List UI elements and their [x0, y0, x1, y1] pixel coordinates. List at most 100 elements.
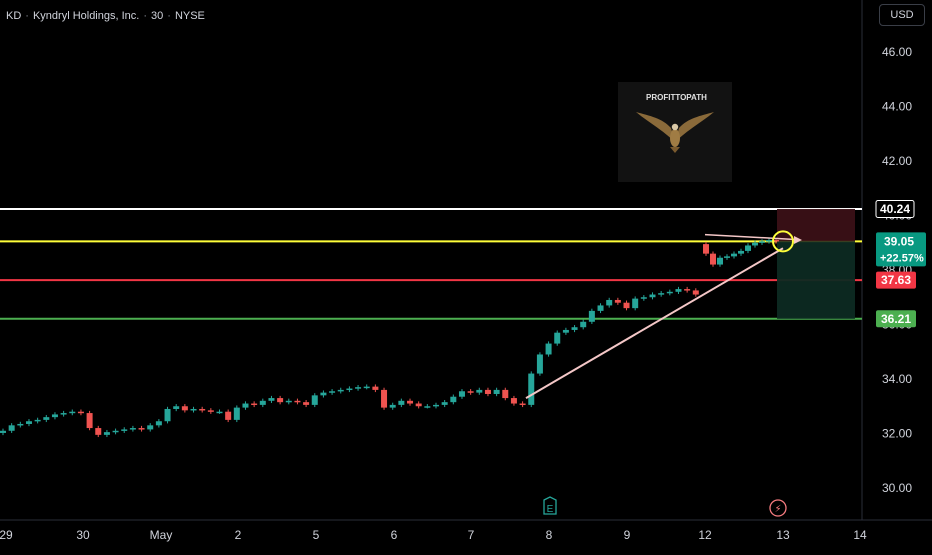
eagle-body [670, 129, 680, 147]
candle-body [640, 297, 647, 299]
candle-body [103, 432, 110, 435]
price-axis[interactable]: 30.0032.0034.0036.0038.0040.0042.0044.00… [882, 45, 912, 495]
candle-body [528, 373, 535, 405]
candle-body [424, 406, 431, 408]
candle-body [259, 400, 266, 405]
candle-body [717, 257, 723, 265]
candle-body [355, 387, 362, 389]
candle-body [415, 403, 422, 407]
candle-body [450, 396, 457, 403]
candle-body [649, 294, 656, 298]
candle-body [580, 321, 587, 328]
candle-body [666, 291, 673, 294]
candle-body [606, 299, 613, 306]
candle-body [233, 407, 240, 420]
eagle-left-wing [636, 112, 675, 142]
lightning-icon: ⚡ [774, 504, 781, 515]
candle-body [51, 414, 58, 418]
currency-button[interactable]: USD [879, 4, 925, 26]
candle-body [658, 293, 665, 295]
candle-body [571, 327, 578, 330]
eagle-right-wing [675, 112, 714, 142]
candle-body [519, 403, 526, 406]
candle-body [684, 289, 691, 291]
candle-body [458, 391, 465, 397]
tag-yellow-label: 39.05 [884, 234, 914, 248]
candle-body [173, 406, 180, 409]
candle-body [311, 395, 318, 405]
candle-body [623, 302, 630, 309]
candle-body [745, 245, 751, 251]
date-tick-label: 14 [853, 528, 867, 542]
candle-body [752, 242, 758, 246]
interval: 30 [151, 10, 164, 22]
candle-body [554, 332, 561, 344]
time-axis[interactable]: 29 30 May 2 5 6 7 8 9 12 13 14 [0, 528, 867, 542]
candle-body [731, 253, 737, 257]
candle-body [285, 400, 292, 403]
candle-body [129, 428, 136, 430]
candlestick-series [0, 237, 779, 438]
candle-body [467, 391, 474, 393]
eagle-head [671, 123, 679, 131]
date-tick-label: 6 [391, 528, 398, 542]
candle-body [724, 256, 730, 258]
candle-body [545, 343, 552, 355]
position-target-zone[interactable] [777, 241, 855, 319]
candle-body [320, 392, 327, 396]
candle-body [112, 430, 119, 433]
candle-body [372, 386, 379, 390]
candle-body [17, 423, 24, 426]
candle-body [398, 400, 405, 405]
candle-body [277, 398, 284, 403]
tag-green: 36.21 [876, 310, 916, 328]
price-tick-label: 46.00 [882, 45, 912, 59]
candle-body [181, 406, 188, 411]
candle-body [0, 430, 6, 433]
candle-body [337, 389, 344, 392]
candle-body [216, 411, 223, 414]
price-tick-label: 34.00 [882, 372, 912, 386]
candle-body [536, 354, 543, 374]
trend-line[interactable] [525, 247, 784, 399]
candle-body [433, 404, 439, 407]
candle-body [25, 421, 32, 424]
watermark-text: PROFITTOPATH [646, 93, 707, 102]
candle-body [329, 391, 336, 393]
candle-body [363, 386, 370, 389]
tag-yellow: 39.05 +22.57% [876, 232, 926, 267]
date-tick-label: 5 [313, 528, 320, 542]
candle-body [268, 398, 275, 401]
candle-body [346, 388, 353, 391]
date-tick-label: 8 [546, 528, 553, 542]
price-tick-label: 42.00 [882, 154, 912, 168]
candle-body [251, 403, 258, 406]
candle-body [60, 413, 67, 415]
company-name: Kyndryl Holdings, Inc. [32, 10, 140, 22]
candle-body [510, 398, 517, 404]
dividend-marker[interactable]: ⚡ [769, 499, 787, 517]
position-stop-zone[interactable] [777, 208, 855, 242]
candle-body [692, 290, 699, 295]
candle-body [69, 411, 76, 414]
candle-body [502, 389, 509, 399]
date-tick-label: 2 [235, 528, 242, 542]
candle-body [121, 429, 128, 431]
symbol-header[interactable]: KD · Kyndryl Holdings, Inc. · 30 · NYSE [6, 10, 205, 22]
date-tick-label: 13 [776, 528, 790, 542]
exchange: NYSE [174, 10, 205, 22]
tag-white-label: 40.24 [880, 202, 910, 216]
trend-line-short[interactable] [704, 233, 796, 241]
watermark-logo: PROFITTOPATH [618, 82, 732, 182]
candle-body [138, 428, 145, 430]
candle-body [441, 402, 448, 405]
highlight-circle[interactable] [772, 230, 794, 253]
candle-body [493, 389, 500, 394]
candle-body [190, 408, 197, 411]
candle-body [43, 417, 50, 420]
earnings-marker[interactable]: E [543, 496, 557, 515]
candle-body [207, 410, 214, 412]
tag-red: 37.63 [876, 271, 916, 289]
